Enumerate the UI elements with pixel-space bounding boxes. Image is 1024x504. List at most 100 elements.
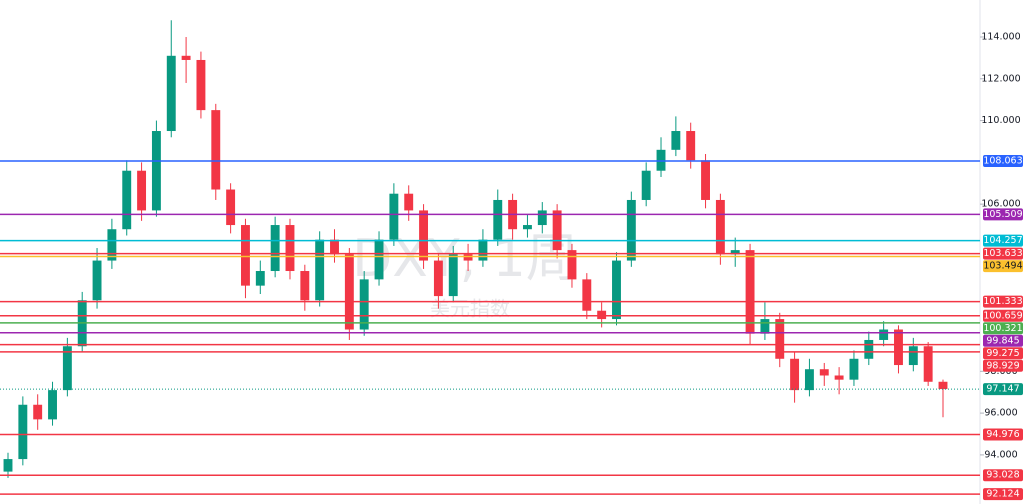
level-label: 100.321 — [983, 323, 1022, 334]
candle-body — [686, 131, 696, 161]
candle-body — [448, 254, 458, 297]
y-tick-label: 94.000 — [984, 449, 1017, 460]
candle-body — [330, 239, 339, 255]
candle-body — [612, 260, 621, 320]
candle-body — [493, 199, 503, 240]
candle-body — [671, 131, 681, 150]
y-tick-label: 96.000 — [984, 408, 1017, 419]
level-label-bg — [983, 334, 1023, 347]
candle-body — [864, 339, 874, 359]
candle-body — [151, 131, 161, 211]
level-label-bg — [983, 488, 1023, 501]
level-label-bg — [983, 309, 1023, 322]
level-label: 105.509 — [983, 209, 1022, 220]
y-tick-label: 114.000 — [981, 31, 1020, 42]
candle-body — [790, 358, 800, 391]
level-label: 97.147 — [986, 384, 1019, 395]
watermark-subtitle: 美元指数 — [430, 297, 510, 321]
level-label-bg — [983, 247, 1023, 260]
level-label: 103.494 — [983, 261, 1022, 272]
candle-body — [300, 271, 310, 301]
level-label: 99.845 — [986, 335, 1019, 346]
candle-body — [359, 279, 369, 330]
candle-body — [122, 170, 132, 230]
candle-body — [656, 149, 666, 171]
candle-body — [522, 225, 532, 230]
level-label-bg — [983, 322, 1023, 335]
level-label-bg — [983, 155, 1023, 168]
candle-body — [894, 329, 903, 366]
candle-body — [641, 170, 651, 200]
candle-body — [879, 329, 889, 340]
candle-body — [819, 369, 829, 376]
candle-body — [137, 170, 147, 211]
candle-body — [567, 250, 577, 280]
candle-body — [33, 404, 43, 420]
candle-body — [404, 193, 414, 211]
candle-body — [389, 193, 399, 240]
level-label-bg — [983, 234, 1023, 247]
candle-body — [775, 319, 785, 359]
level-label-bg — [983, 260, 1023, 273]
candle-body — [285, 225, 295, 272]
level-label-bg — [983, 428, 1023, 441]
candle-body — [730, 250, 740, 255]
level-label-bg — [983, 359, 1023, 372]
candle-body — [463, 254, 473, 261]
candle-body — [255, 271, 265, 286]
candle-body — [270, 225, 280, 272]
candle-body — [582, 279, 592, 311]
candle-body — [18, 404, 28, 460]
candle-body — [923, 346, 933, 382]
candle-body — [241, 225, 250, 286]
candle-body — [804, 369, 814, 391]
candle-body — [181, 55, 191, 60]
level-label-bg — [983, 208, 1023, 221]
level-label: 108.063 — [983, 156, 1022, 167]
candle-body — [315, 239, 325, 301]
level-label: 103.633 — [983, 248, 1022, 259]
candle-body — [552, 210, 562, 251]
level-label: 94.976 — [986, 429, 1019, 440]
level-label: 104.257 — [983, 235, 1022, 246]
candle-body — [938, 381, 948, 390]
candle-body — [433, 260, 443, 297]
candle-body — [597, 310, 607, 320]
candle-body — [344, 254, 354, 330]
level-label-bg — [983, 469, 1023, 482]
candle-body — [478, 239, 488, 261]
level-label-bg — [983, 347, 1023, 360]
candle-body — [849, 358, 859, 380]
candle-body — [62, 346, 72, 391]
candle-body — [196, 59, 206, 111]
candle-body — [760, 319, 770, 334]
level-label: 101.333 — [983, 296, 1022, 307]
level-label: 98.929 — [986, 360, 1019, 371]
candle-body — [48, 390, 57, 420]
level-label-bg — [983, 383, 1023, 396]
candle-body — [166, 55, 176, 132]
y-tick-label: 106.000 — [981, 199, 1020, 210]
candle-body — [834, 375, 844, 380]
candle-body — [715, 199, 725, 255]
candle-body — [92, 260, 102, 301]
level-label-bg — [983, 295, 1023, 308]
candle-body — [419, 210, 429, 261]
level-label: 99.275 — [986, 348, 1019, 359]
y-tick-label: 112.000 — [981, 73, 1020, 84]
candle-body — [701, 160, 710, 200]
y-tick-label: 110.000 — [981, 115, 1020, 126]
candle-body — [226, 189, 236, 226]
candle-body — [3, 459, 13, 472]
candle-body — [107, 229, 117, 261]
level-label: 93.028 — [986, 470, 1019, 481]
level-label: 92.124 — [986, 489, 1019, 500]
candle-body — [211, 110, 221, 190]
candle-body — [374, 239, 384, 280]
level-label: 100.659 — [983, 310, 1022, 321]
candle-body — [745, 250, 755, 334]
candle-body — [908, 346, 918, 366]
candle-body — [626, 199, 636, 261]
candle-body — [537, 210, 547, 226]
